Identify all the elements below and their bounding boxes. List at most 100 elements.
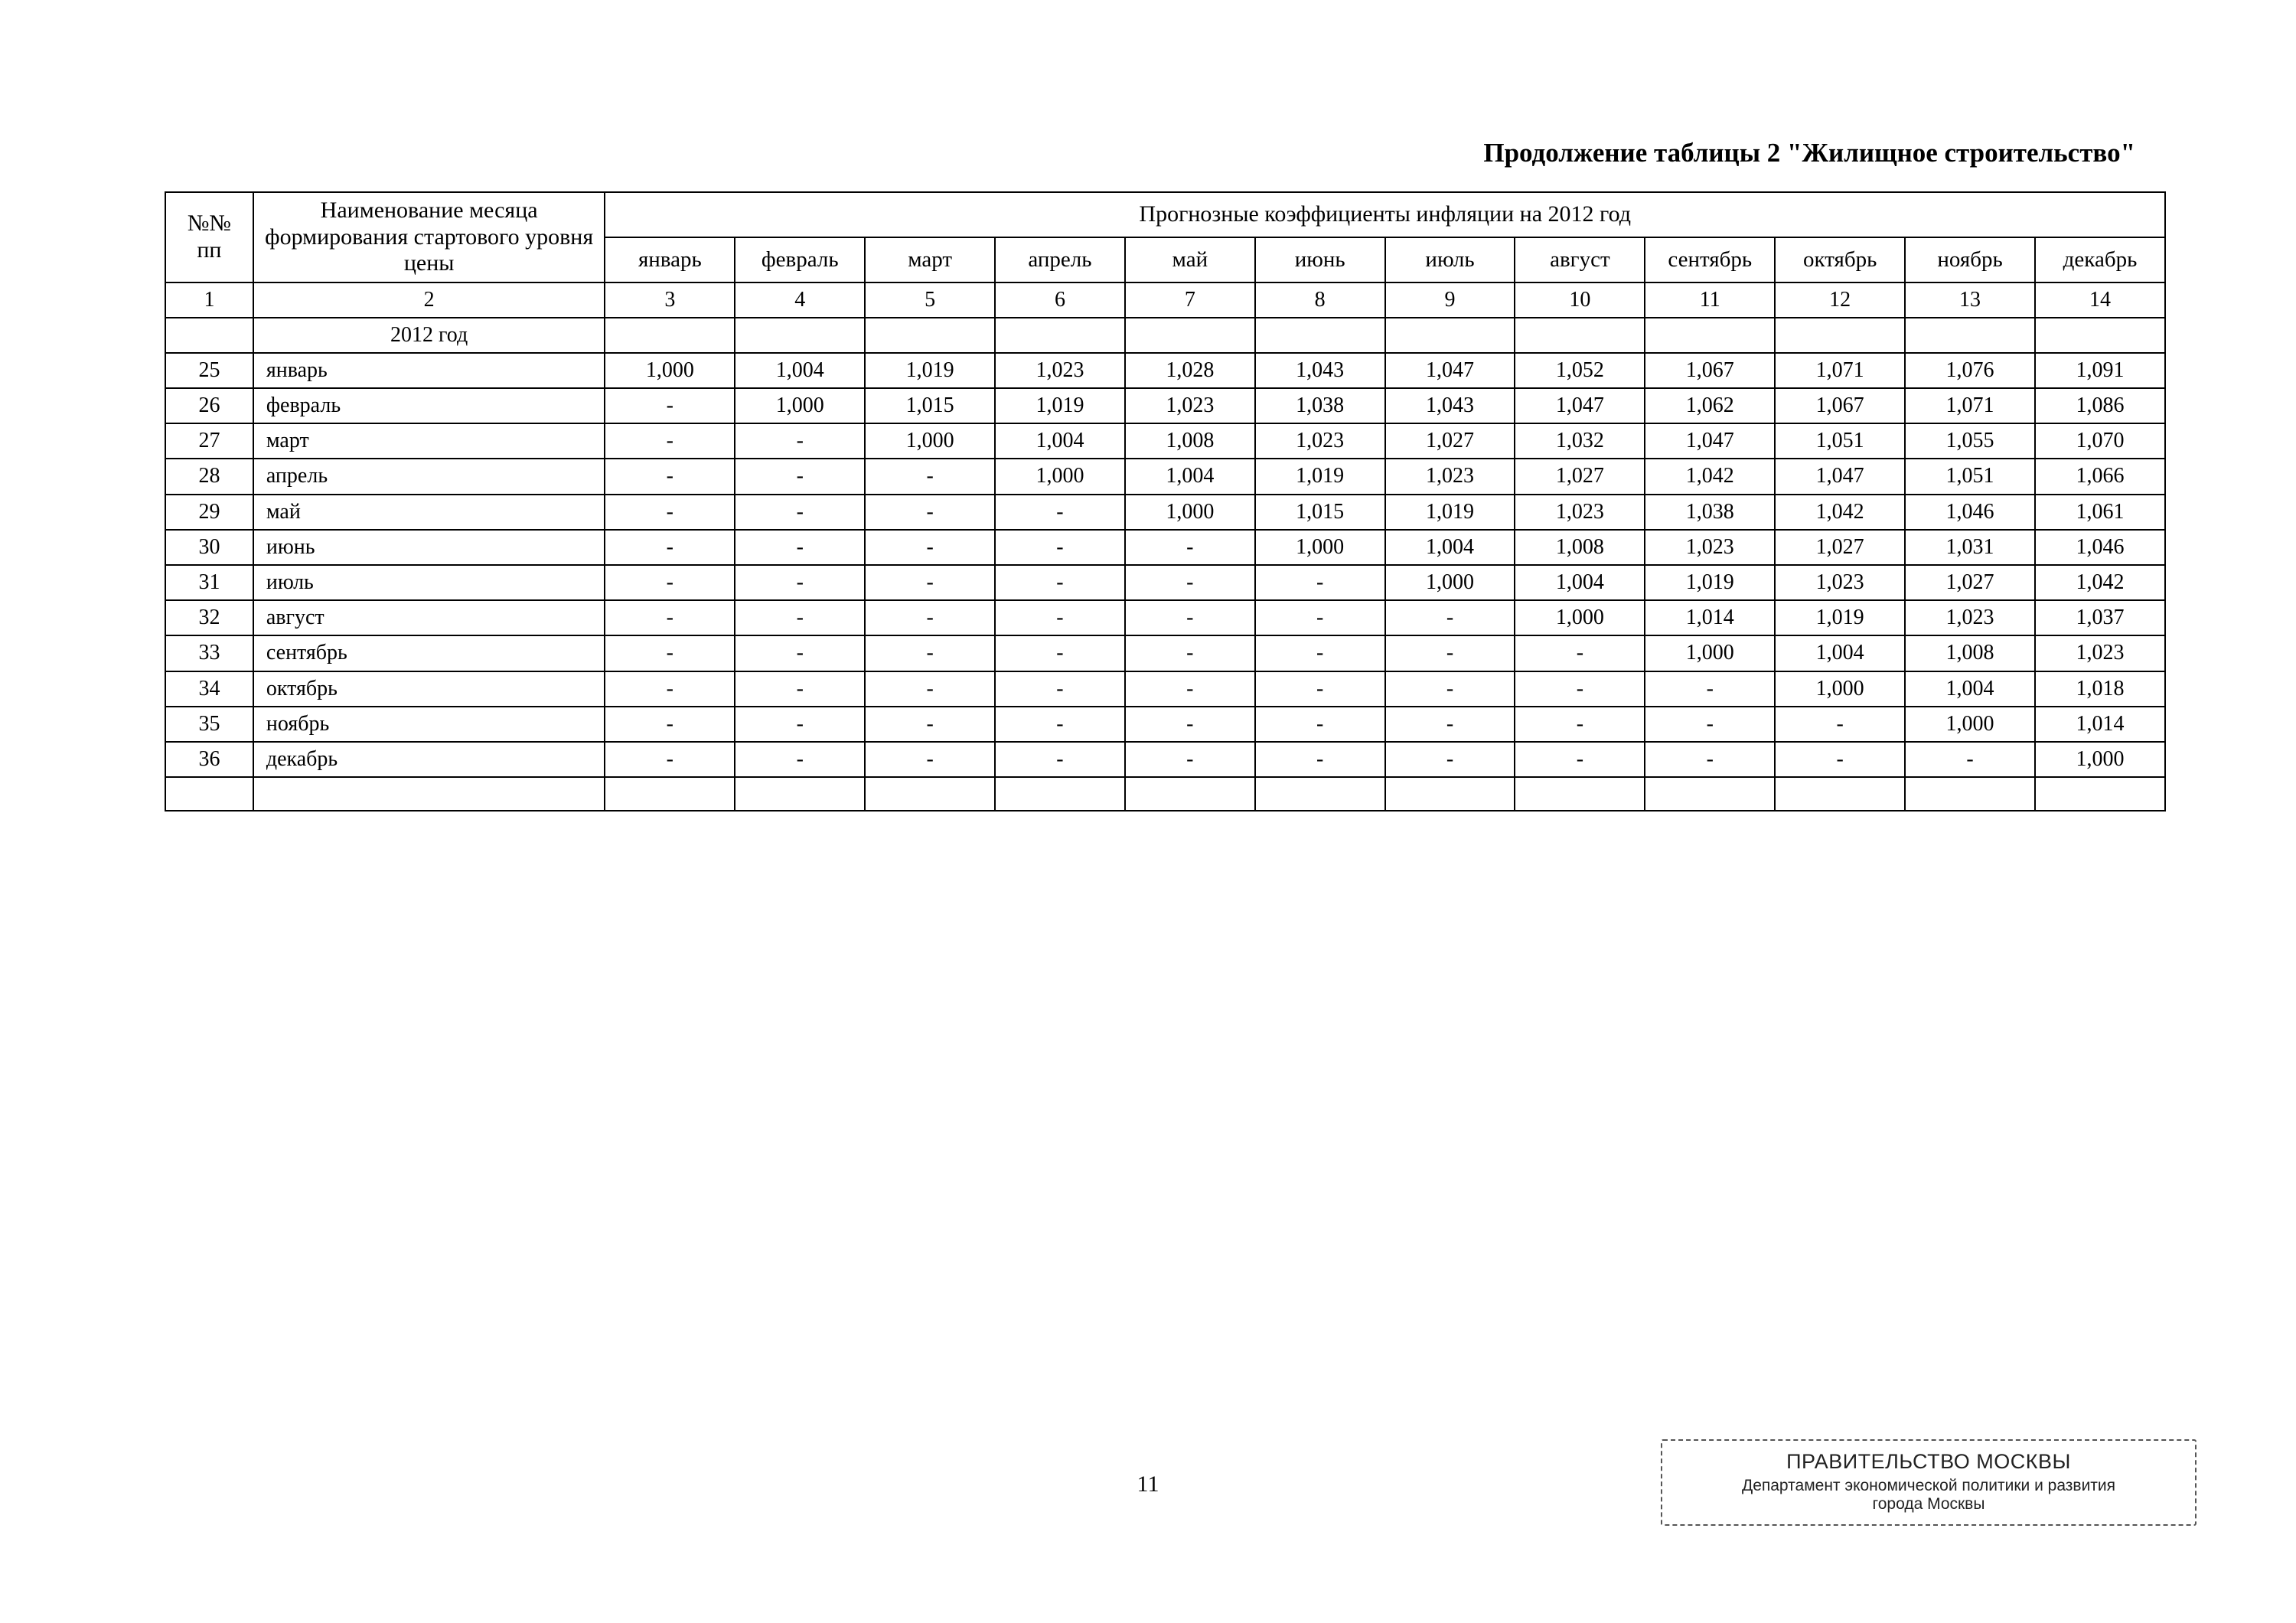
col-header-month: август: [1515, 237, 1645, 282]
row-month-name: март: [253, 423, 605, 459]
cell-value: -: [1645, 707, 1775, 742]
cell-value: 1,000: [1905, 707, 2035, 742]
cell-value: -: [605, 530, 735, 565]
cell-value: 1,023: [1255, 423, 1385, 459]
cell-value: 1,076: [1905, 353, 2035, 388]
cell-value: 1,008: [1905, 635, 2035, 671]
col-header-month: июль: [1385, 237, 1515, 282]
cell-value: 1,023: [2035, 635, 2165, 671]
cell-value: -: [1385, 742, 1515, 777]
cell-value: 1,071: [1905, 388, 2035, 423]
cell-value: -: [1905, 742, 2035, 777]
cell-value: 1,019: [1385, 495, 1515, 530]
cell-value: 1,027: [1775, 530, 1905, 565]
cell-value: -: [735, 671, 865, 707]
cell-value: 1,000: [735, 388, 865, 423]
cell-value: 1,000: [605, 353, 735, 388]
col-number: 14: [2035, 282, 2165, 318]
cell-value: 1,000: [1515, 600, 1645, 635]
row-number: 36: [165, 742, 253, 777]
cell-value: -: [605, 459, 735, 494]
cell-value: 1,047: [1775, 459, 1905, 494]
row-month-name: октябрь: [253, 671, 605, 707]
col-number: 12: [1775, 282, 1905, 318]
row-number: 28: [165, 459, 253, 494]
cell-value: -: [735, 459, 865, 494]
cell-value: -: [1255, 565, 1385, 600]
row-month-name: февраль: [253, 388, 605, 423]
government-stamp: ПРАВИТЕЛЬСТВО МОСКВЫ Департамент экономи…: [1661, 1439, 2197, 1526]
cell-value: 1,043: [1255, 353, 1385, 388]
cell-value: -: [605, 495, 735, 530]
cell-value: -: [605, 635, 735, 671]
cell-value: -: [865, 742, 995, 777]
cell-value: -: [1775, 707, 1905, 742]
cell-value: -: [1255, 707, 1385, 742]
cell-value: 1,046: [2035, 530, 2165, 565]
row-month-name: апрель: [253, 459, 605, 494]
col-number: 6: [995, 282, 1125, 318]
row-number: 32: [165, 600, 253, 635]
cell-value: 1,000: [995, 459, 1125, 494]
cell-value: -: [1645, 671, 1775, 707]
cell-value: 1,023: [1905, 600, 2035, 635]
table-row: 27март--1,0001,0041,0081,0231,0271,0321,…: [165, 423, 2165, 459]
row-number: 33: [165, 635, 253, 671]
col-header-month: сентябрь: [1645, 237, 1775, 282]
cell-value: -: [735, 742, 865, 777]
year-row-blank: [165, 318, 253, 353]
cell-value: 1,015: [865, 388, 995, 423]
col-number: 7: [1125, 282, 1255, 318]
cell-value: 1,051: [1775, 423, 1905, 459]
table-row: 32август-------1,0001,0141,0191,0231,037: [165, 600, 2165, 635]
cell-value: -: [995, 565, 1125, 600]
cell-value: -: [865, 600, 995, 635]
row-number: 30: [165, 530, 253, 565]
cell-value: 1,000: [865, 423, 995, 459]
cell-value: -: [1385, 671, 1515, 707]
cell-value: 1,066: [2035, 459, 2165, 494]
cell-value: -: [1125, 565, 1255, 600]
cell-value: -: [1125, 671, 1255, 707]
cell-value: -: [1255, 742, 1385, 777]
cell-value: 1,047: [1515, 388, 1645, 423]
cell-value: 1,004: [1125, 459, 1255, 494]
cell-value: 1,023: [1645, 530, 1775, 565]
cell-value: 1,000: [1645, 635, 1775, 671]
cell-value: -: [735, 600, 865, 635]
cell-value: 1,027: [1905, 565, 2035, 600]
cell-value: 1,019: [1645, 565, 1775, 600]
cell-value: 1,023: [1125, 388, 1255, 423]
cell-value: -: [1255, 600, 1385, 635]
row-month-name: январь: [253, 353, 605, 388]
stamp-line1: ПРАВИТЕЛЬСТВО МОСКВЫ: [1675, 1450, 2183, 1474]
cell-value: 1,042: [2035, 565, 2165, 600]
cell-value: -: [735, 530, 865, 565]
cell-value: 1,052: [1515, 353, 1645, 388]
cell-value: -: [605, 600, 735, 635]
row-number: 31: [165, 565, 253, 600]
inflation-table: №№ пп Наименование месяца формирования с…: [165, 191, 2166, 812]
cell-value: 1,000: [1125, 495, 1255, 530]
cell-value: 1,004: [735, 353, 865, 388]
cell-value: 1,004: [1515, 565, 1645, 600]
col-header-month: апрель: [995, 237, 1125, 282]
cell-value: -: [735, 707, 865, 742]
col-header-month: январь: [605, 237, 735, 282]
cell-value: -: [735, 565, 865, 600]
cell-value: 1,027: [1515, 459, 1645, 494]
stamp-line3: города Москвы: [1675, 1495, 2183, 1514]
cell-value: 1,028: [1125, 353, 1255, 388]
cell-value: 1,042: [1775, 495, 1905, 530]
cell-value: 1,031: [1905, 530, 2035, 565]
cell-value: 1,019: [1775, 600, 1905, 635]
cell-value: 1,014: [2035, 707, 2165, 742]
cell-value: 1,038: [1255, 388, 1385, 423]
cell-value: 1,047: [1385, 353, 1515, 388]
row-number: 25: [165, 353, 253, 388]
cell-value: -: [1125, 600, 1255, 635]
cell-value: -: [1125, 707, 1255, 742]
col-number: 4: [735, 282, 865, 318]
col-header-month: июнь: [1255, 237, 1385, 282]
cell-value: -: [735, 423, 865, 459]
